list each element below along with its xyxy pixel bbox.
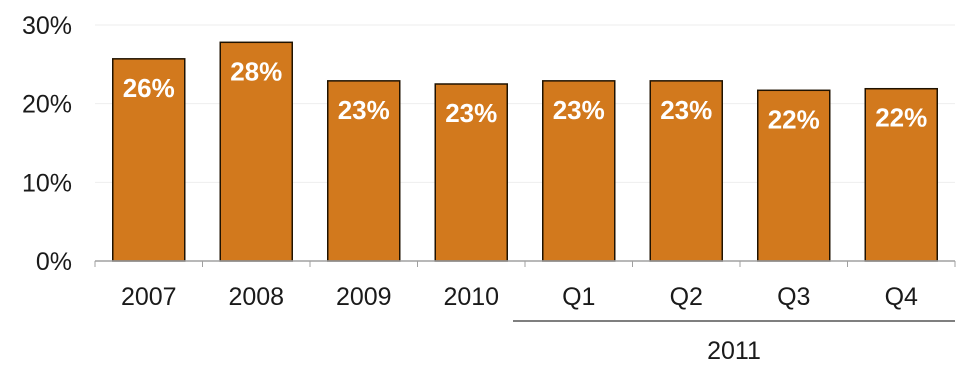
data-labels: 26% 28% 23% 23% 23% 23% 22% 22% <box>123 56 928 134</box>
bar-2007 <box>112 58 186 262</box>
data-label: 23% <box>553 95 605 125</box>
y-tick-label: 30% <box>22 12 72 40</box>
bar-2009 <box>327 80 401 262</box>
x-tick-label: 2008 <box>228 283 284 311</box>
data-label: 22% <box>768 104 820 134</box>
x-tick-label: Q3 <box>777 283 810 311</box>
y-tick-label: 0% <box>36 248 72 276</box>
data-label: 26% <box>123 73 175 103</box>
data-label: 23% <box>660 95 712 125</box>
category-group-label: 2011 <box>707 337 761 365</box>
x-tick-label: 2010 <box>443 283 499 311</box>
bars <box>112 41 938 262</box>
data-label: 22% <box>875 103 927 133</box>
bar-q3 <box>757 89 831 262</box>
data-label: 28% <box>230 56 282 86</box>
x-axis-ticks: 2007 2008 2009 2010 Q1 Q2 Q3 Q4 <box>121 283 918 311</box>
x-tick-label: Q4 <box>885 283 918 311</box>
x-tick-label: 2009 <box>336 283 392 311</box>
y-axis-ticks: 0% 10% 20% 30% <box>22 12 72 276</box>
data-label: 23% <box>445 98 497 128</box>
x-tick-label: Q1 <box>562 283 595 311</box>
x-tick-label: Q2 <box>670 283 703 311</box>
data-label: 23% <box>338 95 390 125</box>
x-tick-label: 2007 <box>121 283 177 311</box>
x-axis <box>94 260 956 267</box>
y-tick-label: 10% <box>22 169 72 197</box>
y-tick-label: 20% <box>22 91 72 119</box>
bar-2008 <box>219 41 293 262</box>
category-group: 2011 <box>513 320 955 365</box>
bar-q4 <box>864 87 938 262</box>
